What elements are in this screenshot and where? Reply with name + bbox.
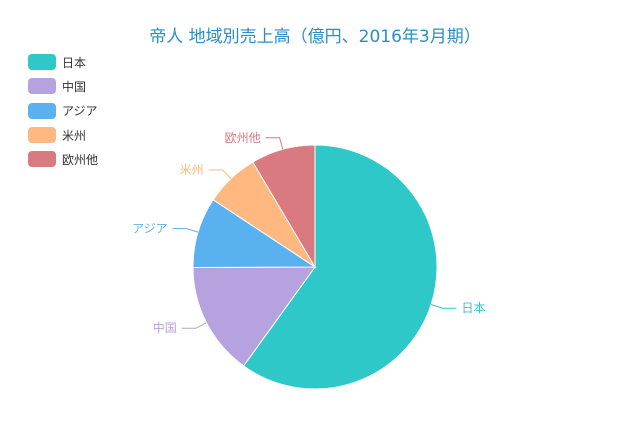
legend-item-asia[interactable]: アジア: [28, 99, 98, 123]
legend-swatch-china: [28, 78, 56, 95]
label-line-asia: [172, 228, 199, 233]
legend-swatch-asia: [28, 102, 56, 119]
legend-item-europe[interactable]: 欧州他: [28, 147, 98, 171]
pie-slice-europe[interactable]: [252, 144, 316, 269]
legend-label-asia: アジア: [62, 104, 98, 119]
label-line-europe: [265, 137, 284, 150]
label-line-japan: [430, 304, 457, 309]
legend-label-americas: 米州: [62, 128, 87, 143]
legend-item-americas[interactable]: 米州: [28, 123, 98, 147]
legend-swatch-europe: [28, 151, 56, 168]
pie-slice-china[interactable]: [192, 266, 316, 367]
slice-label-americas: 米州: [180, 163, 204, 177]
slice-label-asia: アジア: [132, 222, 168, 236]
slice-label-china: 中国: [153, 320, 177, 335]
legend: 日本 中国 アジア 米州 欧州他: [28, 50, 98, 171]
pie-slice-japan[interactable]: [242, 144, 438, 390]
slice-label-europe: 欧州他: [225, 131, 261, 145]
legend-item-china[interactable]: 中国: [28, 74, 98, 98]
label-line-china: [181, 322, 207, 329]
legend-label-china: 中国: [62, 79, 87, 94]
label-line-americas: [208, 169, 232, 179]
legend-swatch-japan: [28, 54, 56, 71]
legend-item-japan[interactable]: 日本: [28, 50, 98, 74]
legend-label-japan: 日本: [62, 55, 87, 70]
slice-label-japan: 日本: [462, 301, 486, 315]
chart-title: 帝人 地域別売上高（億円、2016年3月期）: [149, 27, 481, 47]
legend-label-europe: 欧州他: [62, 152, 99, 167]
legend-swatch-americas: [28, 127, 56, 144]
